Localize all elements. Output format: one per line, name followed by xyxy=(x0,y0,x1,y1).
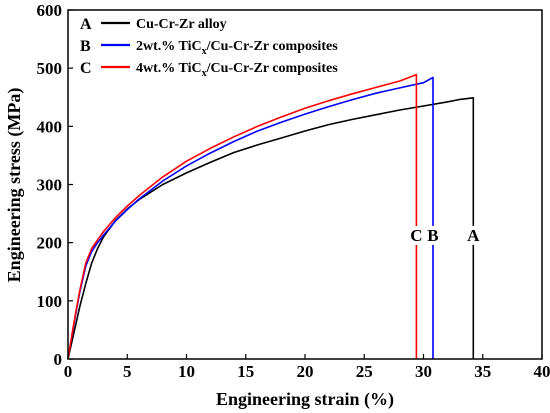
x-tick-label: 40 xyxy=(534,362,550,381)
y-tick-label: 200 xyxy=(37,234,63,253)
series-line-a xyxy=(67,97,475,360)
x-tick-label: 20 xyxy=(297,362,314,381)
curve-label-bg xyxy=(425,225,440,245)
curve-label-c: C xyxy=(410,226,422,245)
y-tick-label: 100 xyxy=(37,292,63,311)
legend-label: Cu-Cr-Zr alloy xyxy=(136,17,227,32)
x-axis-title: Engineering strain (%) xyxy=(216,389,394,410)
y-axis-title: Engineering stress (MPa) xyxy=(4,88,25,283)
legend-label: 2wt.% TiCx/Cu-Cr-Zr composites xyxy=(136,39,338,57)
curve-label-bg xyxy=(466,225,481,245)
curve-label-b: B xyxy=(427,226,438,245)
x-tick-label: 35 xyxy=(474,362,491,381)
legend-entry-a: A Cu-Cr-Zr alloy xyxy=(80,16,227,33)
y-tick-label: 400 xyxy=(37,117,63,136)
legend: A Cu-Cr-Zr alloy B 2wt.% TiCx/Cu-Cr-Zr comp… xyxy=(80,16,338,79)
legend-letter: C xyxy=(80,60,92,77)
series-curves xyxy=(67,73,475,360)
series-line-c xyxy=(67,73,418,360)
x-tick-label: 0 xyxy=(64,362,73,381)
x-tick-label: 25 xyxy=(356,362,373,381)
y-tick-label: 500 xyxy=(37,59,63,78)
legend-letter: A xyxy=(80,16,92,33)
legend-entry-c: C 4wt.% TiCx/Cu-Cr-Zr composites xyxy=(80,60,338,79)
y-tick-label: 600 xyxy=(37,1,63,20)
y-tick-label: 300 xyxy=(37,176,63,195)
legend-letter: B xyxy=(80,38,91,55)
curve-label-a: A xyxy=(467,226,480,245)
legend-entry-b: B 2wt.% TiCx/Cu-Cr-Zr composites xyxy=(80,38,338,57)
x-tick-label: 5 xyxy=(123,362,132,381)
legend-label: 4wt.% TiCx/Cu-Cr-Zr composites xyxy=(136,61,338,79)
series-line-b xyxy=(67,76,434,360)
y-tick-label: 0 xyxy=(54,350,63,369)
x-tick-label: 10 xyxy=(178,362,195,381)
x-tick-label: 30 xyxy=(415,362,432,381)
x-tick-label: 15 xyxy=(237,362,254,381)
curve-label-bg xyxy=(409,225,424,245)
